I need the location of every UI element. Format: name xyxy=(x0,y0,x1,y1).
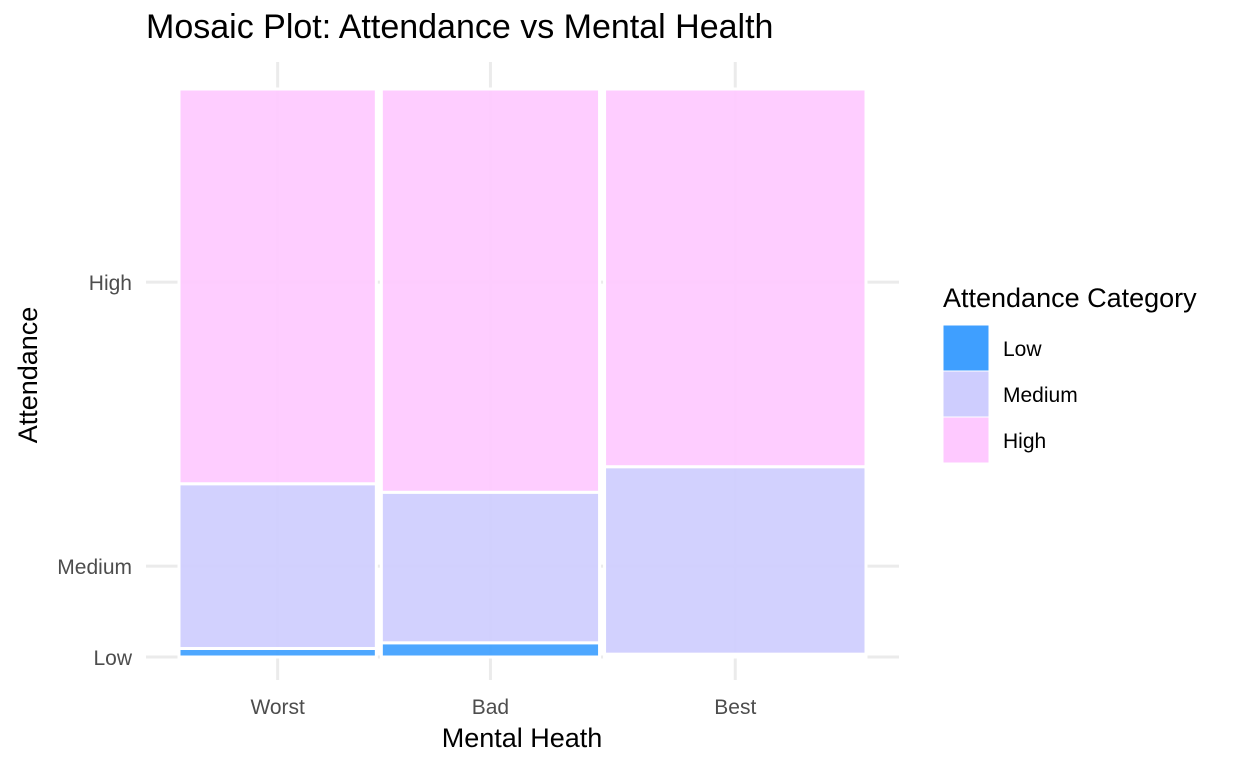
mosaic-tile-best-medium xyxy=(603,465,868,656)
legend: Low Medium High xyxy=(942,324,1078,464)
x-tick-label: Bad xyxy=(472,696,509,719)
mosaic-tile-bad-high xyxy=(379,87,602,494)
legend-label-low: Low xyxy=(1003,338,1042,361)
mosaic-tile-best-high xyxy=(603,87,868,469)
plot-area: Worst Bad Best Low Medium High xyxy=(57,62,899,719)
mosaic-tile-bad-low xyxy=(379,641,602,659)
chart-title: Mosaic Plot: Attendance vs Mental Health xyxy=(146,8,773,46)
y-tick-label: Low xyxy=(93,647,132,670)
legend-key-high xyxy=(942,416,990,464)
y-axis-title: Attendance xyxy=(13,307,43,444)
legend-key-medium xyxy=(942,370,990,418)
y-tick-label: High xyxy=(89,272,132,295)
legend-key-low xyxy=(942,324,990,372)
mosaic-tile-worst-medium xyxy=(177,482,378,650)
mosaic-tile-bad-medium xyxy=(379,490,602,645)
x-tick-label: Worst xyxy=(250,696,305,719)
legend-label-medium: Medium xyxy=(1003,384,1078,407)
mosaic-tile-worst-high xyxy=(177,87,378,486)
legend-label-high: High xyxy=(1003,430,1046,453)
x-tick-label: Best xyxy=(714,696,756,719)
legend-title: Attendance Category xyxy=(943,283,1197,313)
y-tick-label: Medium xyxy=(57,556,132,579)
x-axis-title: Mental Heath xyxy=(442,723,603,753)
